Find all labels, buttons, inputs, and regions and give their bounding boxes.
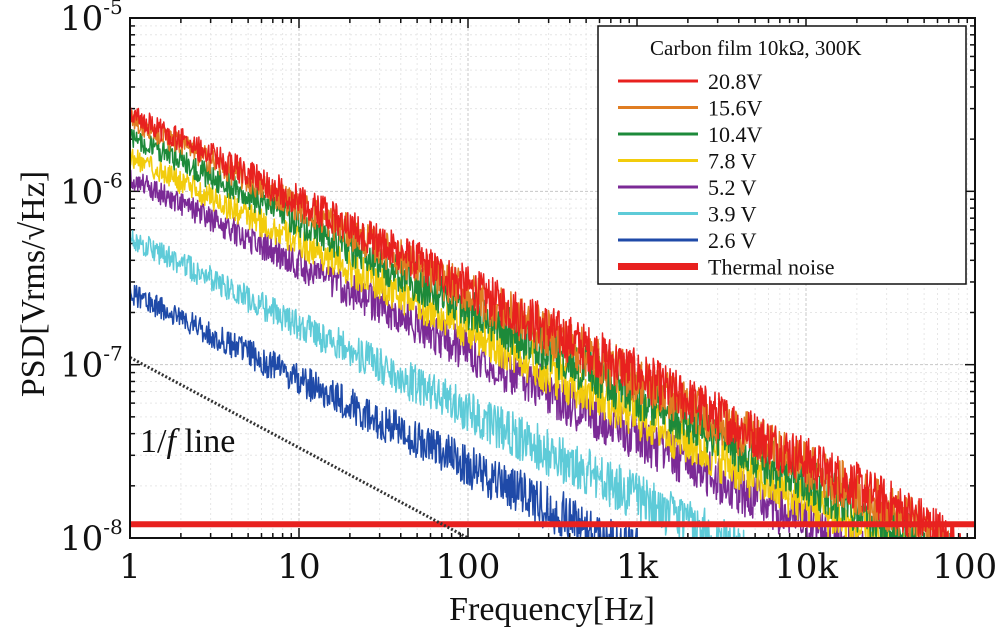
x-tick-label: 10 (277, 547, 320, 587)
legend-label: 15.6V (708, 96, 763, 121)
annotations: 1/f line (129, 356, 469, 540)
x-tick-label: 1k (616, 547, 659, 587)
x-axis-title: Frequency[Hz] (449, 591, 655, 628)
x-tick-label: 10k (774, 547, 838, 587)
x-tick-label: 100 (436, 547, 501, 587)
legend-label: 5.2 V (708, 175, 757, 200)
series-line (130, 168, 864, 538)
legend-label: Thermal noise (708, 255, 834, 280)
legend: Carbon film 10kΩ, 300K 20.8V15.6V10.4V7.8… (597, 25, 967, 285)
series-line (130, 107, 962, 538)
legend-title: Carbon film 10kΩ, 300K (650, 36, 862, 60)
y-tick-label: 10-6 (60, 168, 123, 212)
series-line (130, 229, 745, 538)
x-tick-label: 1 (119, 547, 141, 587)
one-over-f-label: 1/f line (140, 423, 235, 460)
y-axis-title: PSD[Vrms/√Hz] (15, 171, 52, 397)
legend-label: 20.8V (708, 69, 763, 94)
legend-box (597, 25, 967, 285)
legend-label: 7.8 V (708, 149, 757, 174)
x-tick-label: 100k (932, 547, 996, 587)
series-line (130, 148, 911, 538)
plot-frame (129, 17, 976, 539)
legend-label: 3.9 V (708, 202, 757, 227)
legend-label: 10.4V (708, 122, 763, 147)
series-layer (130, 107, 975, 538)
legend-label: 2.6 V (708, 228, 757, 253)
